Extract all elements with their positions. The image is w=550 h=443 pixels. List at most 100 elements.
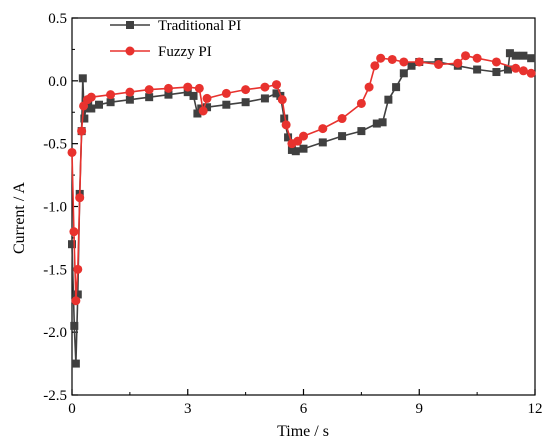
legend: Traditional PI Fuzzy PI [110,18,241,60]
data-point [260,94,269,103]
data-point [318,124,328,134]
y-axis-title: Current / A [11,182,28,254]
data-point [189,91,198,100]
data-point [527,54,536,63]
data-point [71,296,81,306]
data-point [356,98,366,108]
data-point [277,95,287,105]
data-point [511,63,521,73]
data-point [357,127,366,136]
y-tick-label: -1.0 [43,200,67,216]
data-point [125,95,134,104]
legend-marker [125,46,135,56]
x-tick-label: 3 [184,401,192,417]
data-point [260,82,270,92]
data-point [473,65,482,74]
legend-entry: Traditional PI [110,18,241,34]
data-point [241,98,250,107]
data-point [491,57,501,67]
data-point [281,120,291,130]
data-point [71,359,80,368]
data-point [144,85,154,95]
series-fuzzy-pi [67,51,536,306]
data-point [291,147,300,156]
data-point [106,98,115,107]
data-point [69,227,79,237]
legend-entry: Fuzzy PI [110,44,212,60]
data-point [511,51,520,60]
x-tick-label: 9 [416,401,424,417]
data-point [364,82,374,92]
data-point [338,132,347,141]
data-point [193,109,202,118]
y-tick-label: -1.5 [43,262,67,278]
data-point [399,69,408,78]
data-point [67,147,77,157]
data-point [392,83,401,92]
data-point [519,51,528,60]
x-tick-label: 12 [528,401,543,417]
legend-marker [126,21,134,29]
data-point [68,240,76,249]
data-point [387,54,397,64]
data-point [372,119,381,128]
data-point [145,93,154,102]
data-point [183,88,192,97]
data-point [164,90,173,99]
y-tick-label: 0.0 [48,74,67,90]
data-point [526,68,536,78]
data-point [414,57,424,67]
data-point [399,57,409,67]
data-point [78,74,87,83]
data-point [461,51,471,61]
x-axis-title: Time / s [277,423,329,440]
y-tick-label: -0.5 [43,137,67,153]
data-point [505,49,514,58]
data-point [73,264,83,274]
series-group [67,49,536,368]
data-point [299,131,308,141]
data-point [222,100,231,109]
data-point [80,114,89,123]
data-point [472,53,482,63]
data-point [95,100,104,109]
data-point [518,66,528,76]
data-point [378,118,387,127]
data-point [384,95,393,104]
data-point [271,80,281,90]
axes: 0 3 6 9 12 -2.5 -2.0 -1.5 -1.0 -0.5 0.0 0.5 [43,11,542,417]
x-tick-label: 0 [68,401,76,417]
data-point [221,88,231,98]
data-point [407,61,416,70]
x-tick-label: 6 [300,401,308,417]
data-point [87,104,96,113]
data-point [70,321,79,330]
data-point [163,83,173,93]
data-point [203,103,212,112]
data-point [183,82,193,92]
data-point [492,68,501,77]
data-point [125,87,135,97]
data-point [376,53,386,63]
data-point [106,90,116,100]
data-point [86,92,96,102]
data-point [337,114,347,124]
y-tick-label: -2.0 [43,325,67,341]
data-point [202,93,212,103]
data-point [434,59,444,69]
data-point [241,85,251,95]
data-point [453,58,463,68]
legend-label: Fuzzy PI [158,44,212,60]
data-point [194,83,204,93]
data-point [73,290,82,299]
data-point [280,114,289,123]
data-point [370,61,380,71]
data-point [284,133,293,142]
y-tick-label: 0.5 [48,11,67,27]
data-point [318,138,327,147]
data-point [77,126,87,136]
data-point [299,144,308,153]
legend-label: Traditional PI [158,18,241,34]
